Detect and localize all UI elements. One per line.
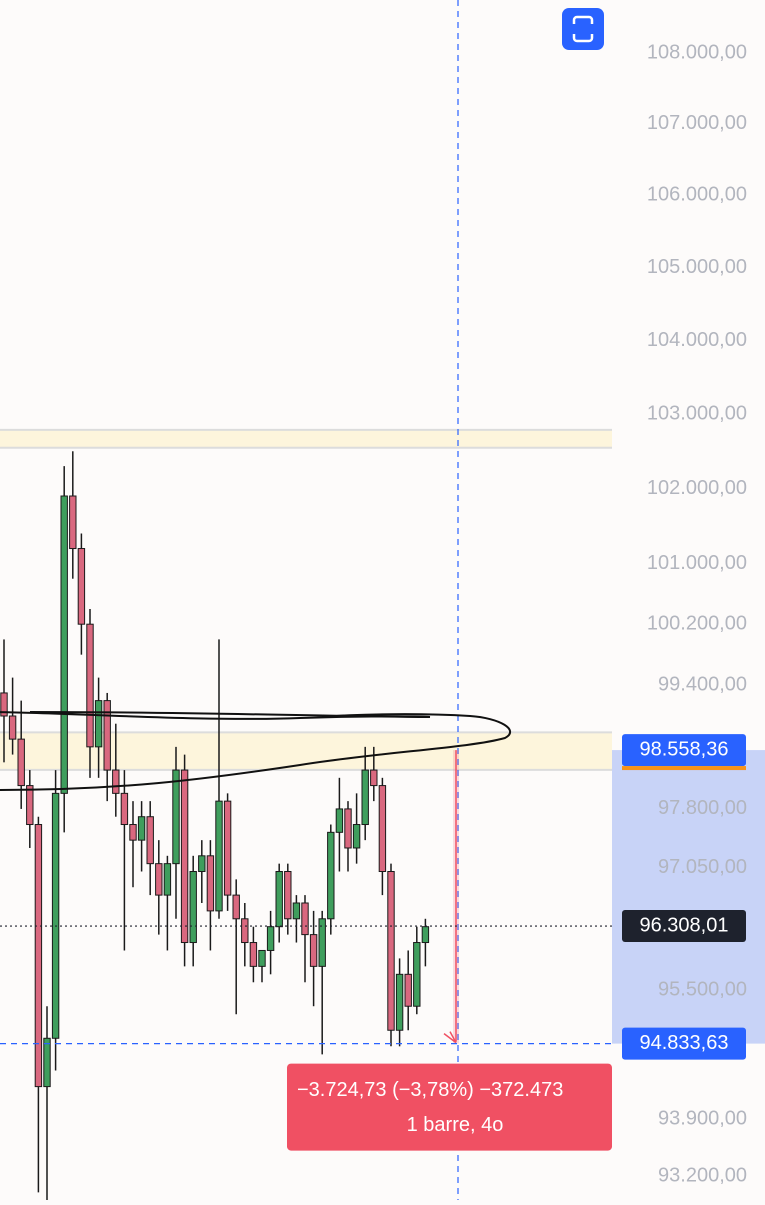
price-markers: 98.558,36 96.308,01 94.833,63 (0, 734, 746, 1060)
candle-body (352, 824, 361, 849)
y-tick-label: 108.000,00 (647, 41, 747, 63)
fullscreen-button[interactable] (562, 8, 604, 50)
y-tick-label: 102.000,00 (647, 477, 747, 499)
candle-body (129, 824, 137, 841)
candle-body (120, 792, 129, 826)
candle-body (180, 769, 189, 944)
candle-body (275, 871, 283, 928)
y-tick-label: 106.000,00 (647, 184, 747, 206)
candle-body (77, 548, 86, 625)
candle-body (301, 902, 309, 936)
y-tick-label: 93.900,00 (658, 1107, 747, 1129)
price-marker-label: 96.308,01 (640, 914, 729, 936)
candle-body (60, 495, 68, 794)
measure-box (287, 1063, 612, 1151)
candle-body (223, 800, 232, 896)
candle-body (249, 942, 258, 967)
candle-body (172, 769, 180, 865)
candle-body (378, 785, 387, 873)
candles (0, 451, 430, 1201)
candle-body (284, 871, 292, 920)
candle-body (51, 792, 60, 1039)
candle-body (146, 816, 154, 865)
candle-body (17, 738, 25, 787)
candle-body (69, 495, 77, 550)
candle-body (232, 894, 240, 920)
candle-body (43, 1037, 51, 1088)
y-tick-label: 95.500,00 (658, 979, 747, 1001)
candle-body (395, 973, 404, 1031)
candle-body (34, 824, 43, 1088)
candle-body (215, 800, 223, 912)
y-tick-label: 99.400,00 (658, 674, 747, 696)
candle-body (327, 831, 335, 920)
candle-body (0, 692, 8, 717)
candle-body (26, 785, 34, 826)
candle-body (155, 863, 163, 896)
candle-body (370, 769, 378, 787)
measure-bars: 1 barre, 4o (407, 1114, 504, 1136)
range-highlight (612, 750, 765, 1044)
y-tick-label: 107.000,00 (647, 112, 747, 134)
price-marker-box (622, 1027, 746, 1060)
candle-body (421, 926, 430, 944)
candle-body (163, 863, 172, 896)
y-tick-label: 93.200,00 (658, 1164, 747, 1186)
candle-body (86, 623, 94, 748)
y-tick-label: 97.800,00 (658, 797, 747, 819)
y-tick-label: 100.200,00 (647, 612, 747, 634)
price-marker-box (622, 734, 746, 767)
candle-body (8, 715, 17, 740)
candle-body (94, 700, 103, 748)
candle-body (112, 769, 120, 794)
price-marker-label: 94.833,63 (640, 1032, 729, 1054)
y-tick-label: 104.000,00 (647, 329, 747, 351)
y-tick-label: 97.050,00 (658, 856, 747, 878)
price-marker-label: 98.558,36 (640, 738, 729, 760)
candle-body (241, 918, 249, 944)
candle-body (198, 855, 206, 873)
freehand-drawing (0, 711, 512, 791)
candle-body (335, 808, 344, 833)
measure-change: −3.724,73 (−3,78%) −372.473 (297, 1079, 563, 1101)
candle-body (206, 855, 215, 912)
candle-body (189, 871, 197, 944)
price-marker-accent (622, 766, 746, 771)
candle-body (258, 949, 266, 967)
candle-body (344, 808, 352, 849)
candle-body (387, 871, 395, 1031)
candle-body (361, 769, 369, 826)
y-tick-label: 101.000,00 (647, 552, 747, 574)
zone (0, 429, 612, 448)
candle-body (404, 973, 412, 1007)
price-marker-box (622, 910, 746, 943)
y-tick-label: 103.000,00 (647, 402, 747, 424)
fullscreen-icon (572, 15, 594, 43)
candle-body (137, 816, 146, 841)
price-axis: 108.000,00 107.000,00 106.000,00 105.000,00… (647, 41, 747, 1186)
measure-tool: −3.724,73 (−3,78%) −372.473 1 barre, 4o (287, 750, 612, 1151)
y-tick-label: 105.000,00 (647, 256, 747, 278)
candle-body (266, 926, 275, 951)
candle-body (413, 942, 421, 1007)
measure-arrowhead (443, 1031, 457, 1044)
candle-body (103, 700, 111, 771)
candle-body (318, 918, 326, 967)
candle-body (309, 934, 318, 967)
candle-body (292, 902, 301, 920)
